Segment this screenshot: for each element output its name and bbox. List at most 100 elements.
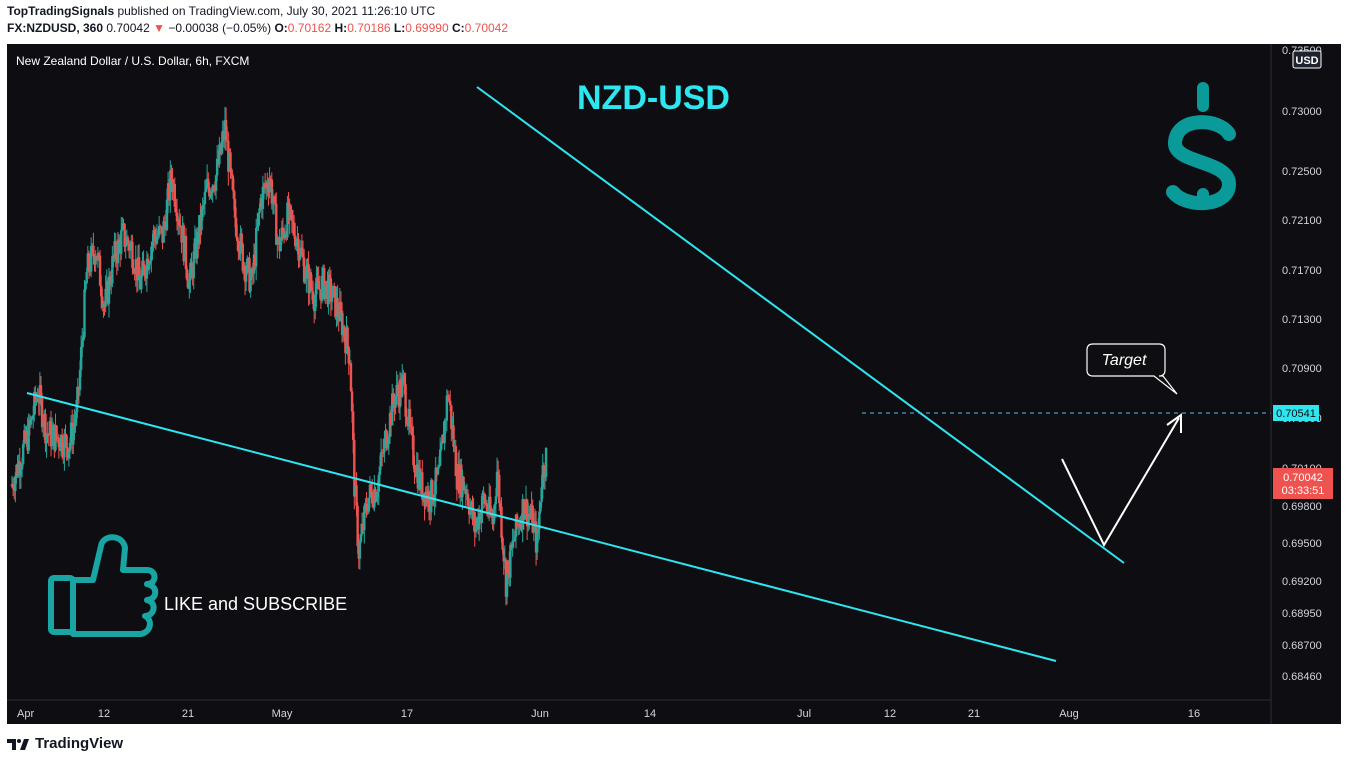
target-callout[interactable]: Target [1086,343,1178,395]
candle-body[interactable] [502,549,505,562]
candle-body[interactable] [300,247,304,253]
candle-body[interactable] [358,542,362,559]
candle-body[interactable] [544,447,548,477]
candle-body[interactable] [305,266,308,279]
candle-body[interactable] [499,503,502,507]
candle-body[interactable] [209,191,212,197]
candle-body[interactable] [436,467,440,475]
candle-body[interactable] [324,285,327,299]
candle-body[interactable] [339,301,343,311]
candle-body[interactable] [276,238,279,245]
candle-body[interactable] [261,186,265,209]
candle-body[interactable] [448,400,452,406]
candle-body[interactable] [396,384,399,394]
candle-body[interactable] [224,119,228,141]
candle-body[interactable] [295,240,298,247]
candle-body[interactable] [532,521,536,533]
candle-body[interactable] [304,278,307,283]
candle-body[interactable] [184,235,188,270]
candle-body[interactable] [178,219,181,226]
candle-body[interactable] [76,387,79,400]
candle-body[interactable] [433,494,436,502]
candle-body[interactable] [110,283,113,286]
candle-body[interactable] [31,415,35,420]
time-axis[interactable]: Apr 12 21 May 17 Jun 14 Jul 12 21 Aug 16 [7,699,1271,720]
candle-body[interactable] [511,540,514,549]
candle-body[interactable] [128,243,132,251]
candle-body[interactable] [330,297,334,302]
candle-body[interactable] [452,425,455,447]
chart-area[interactable]: Target New Zealand Dollar / U.S. Dollar,… [7,44,1341,724]
candle-body[interactable] [493,504,496,510]
candle-body[interactable] [179,225,182,227]
candle-body[interactable] [338,301,342,321]
candle-body[interactable] [280,227,284,241]
candle-body[interactable] [387,436,391,444]
candle-body[interactable] [120,230,123,254]
candle-body[interactable] [411,427,414,436]
candle-body[interactable] [501,537,504,550]
candle-body[interactable] [256,226,259,229]
candle-body[interactable] [100,285,103,297]
candle-body[interactable] [273,196,277,204]
candle-body[interactable] [375,497,378,502]
candle-body[interactable] [143,265,146,277]
candle-body[interactable] [141,260,144,276]
candle-body[interactable] [409,425,413,428]
candle-body[interactable] [85,272,88,284]
candle-body[interactable] [82,337,85,341]
candle-body[interactable] [215,158,219,176]
candle-body[interactable] [440,443,443,450]
candle-body[interactable] [317,280,320,290]
candle-body[interactable] [157,226,161,236]
candle-body[interactable] [385,430,388,449]
candle-body[interactable] [291,220,295,223]
candle-body[interactable] [523,514,527,520]
candle-body[interactable] [289,205,292,211]
candle-body[interactable] [537,529,540,534]
candle-body[interactable] [67,451,71,458]
candle-body[interactable] [108,276,112,286]
candle-body[interactable] [522,499,525,520]
candle-body[interactable] [54,425,57,451]
candle-body[interactable] [343,326,346,337]
candle-body[interactable] [437,465,441,468]
candle-body[interactable] [349,363,353,392]
candle-body[interactable] [431,480,434,504]
candle-body[interactable] [140,275,143,290]
candle-body[interactable] [496,471,500,475]
candle-body[interactable] [378,466,382,475]
candle-body[interactable] [311,291,315,304]
candle-body[interactable] [64,433,67,436]
candle-body[interactable] [55,425,58,438]
candle-body[interactable] [185,269,189,281]
candle-body[interactable] [535,533,539,553]
candle-body[interactable] [190,262,193,267]
candle-body[interactable] [353,439,356,497]
candle-body[interactable] [142,260,145,266]
candle-body[interactable] [275,203,278,245]
candle-body[interactable] [132,268,135,273]
candle-body[interactable] [21,444,25,464]
candle-body[interactable] [84,283,87,290]
candle-body[interactable] [36,398,39,401]
candle-body[interactable] [20,463,24,470]
candle-body[interactable] [42,426,45,428]
candle-body[interactable] [98,255,102,286]
candle-body[interactable] [94,256,97,265]
candle-body[interactable] [117,239,121,241]
candle-body[interactable] [485,503,489,512]
candle-body[interactable] [220,141,223,153]
candle-body[interactable] [204,187,208,192]
candle-body[interactable] [233,198,237,218]
candle-body[interactable] [34,391,37,403]
candle-body[interactable] [347,346,350,364]
candle-body[interactable] [495,471,499,497]
candle-body[interactable] [162,221,165,243]
candle-body[interactable] [531,505,534,533]
candle-body[interactable] [72,427,75,445]
candle-body[interactable] [192,251,195,279]
candle-body[interactable] [240,233,243,244]
candle-body[interactable] [471,502,474,520]
candle-body[interactable] [542,465,546,478]
